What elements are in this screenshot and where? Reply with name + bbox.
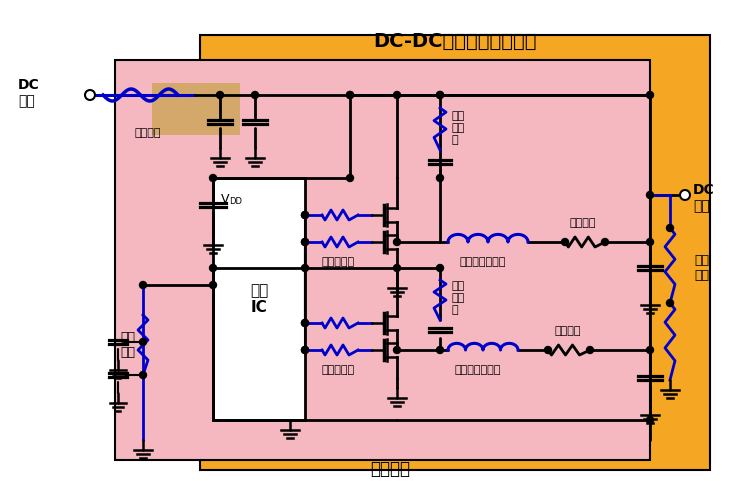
Bar xyxy=(200,35,710,470)
Text: 電流検出: 電流検出 xyxy=(569,218,596,228)
Circle shape xyxy=(437,92,444,98)
Text: DD: DD xyxy=(229,197,242,206)
Text: ゲート抵抗: ゲート抵抗 xyxy=(321,365,355,375)
Circle shape xyxy=(393,238,401,246)
Circle shape xyxy=(680,190,690,200)
Text: 基準
電圧: 基準 電圧 xyxy=(120,331,135,359)
Text: DC-DCコンバーター回路: DC-DCコンバーター回路 xyxy=(373,32,537,51)
Circle shape xyxy=(301,212,309,218)
Circle shape xyxy=(301,238,309,246)
Circle shape xyxy=(210,282,217,288)
Circle shape xyxy=(666,224,674,232)
Circle shape xyxy=(301,320,309,326)
Text: DC
出力: DC 出力 xyxy=(693,183,715,213)
Circle shape xyxy=(301,264,309,272)
Text: 電流検出: 電流検出 xyxy=(555,326,581,336)
Circle shape xyxy=(85,90,95,100)
Circle shape xyxy=(210,264,217,272)
Circle shape xyxy=(437,264,444,272)
Text: チョークコイル: チョークコイル xyxy=(460,257,506,267)
Circle shape xyxy=(301,238,309,246)
Text: 回路保護: 回路保護 xyxy=(135,128,161,138)
Bar xyxy=(152,83,240,135)
Circle shape xyxy=(647,416,653,424)
Circle shape xyxy=(647,346,653,354)
Circle shape xyxy=(347,92,353,98)
Text: 制御回路: 制御回路 xyxy=(370,460,410,478)
Circle shape xyxy=(545,346,551,354)
Circle shape xyxy=(666,300,674,306)
Circle shape xyxy=(301,346,309,354)
Circle shape xyxy=(217,92,223,98)
Circle shape xyxy=(210,174,217,182)
Circle shape xyxy=(301,346,309,354)
Text: 制御
IC: 制御 IC xyxy=(250,283,268,315)
Text: チョークコイル: チョークコイル xyxy=(455,365,502,375)
Circle shape xyxy=(301,320,309,326)
Circle shape xyxy=(139,338,147,345)
Circle shape xyxy=(561,238,569,246)
Circle shape xyxy=(602,238,609,246)
Circle shape xyxy=(347,92,353,98)
Circle shape xyxy=(586,346,593,354)
Text: ダン
ピン
グ: ダン ピン グ xyxy=(452,282,465,314)
Bar xyxy=(213,178,305,420)
Circle shape xyxy=(647,192,653,198)
Circle shape xyxy=(139,372,147,378)
Text: 電圧
検出: 電圧 検出 xyxy=(694,254,709,282)
Text: ゲート抵抗: ゲート抵抗 xyxy=(321,257,355,267)
Circle shape xyxy=(437,174,444,182)
Text: ダン
ピン
グ: ダン ピン グ xyxy=(452,112,465,144)
Circle shape xyxy=(252,92,258,98)
Text: DC
入力: DC 入力 xyxy=(18,78,39,108)
Circle shape xyxy=(437,346,444,354)
Circle shape xyxy=(647,238,653,246)
Circle shape xyxy=(393,92,401,98)
Circle shape xyxy=(393,346,401,354)
Bar xyxy=(115,60,650,460)
Circle shape xyxy=(139,282,147,288)
Circle shape xyxy=(393,264,401,272)
Circle shape xyxy=(647,92,653,98)
Circle shape xyxy=(301,212,309,218)
Circle shape xyxy=(347,174,353,182)
Circle shape xyxy=(437,92,444,98)
Text: V: V xyxy=(221,193,229,206)
